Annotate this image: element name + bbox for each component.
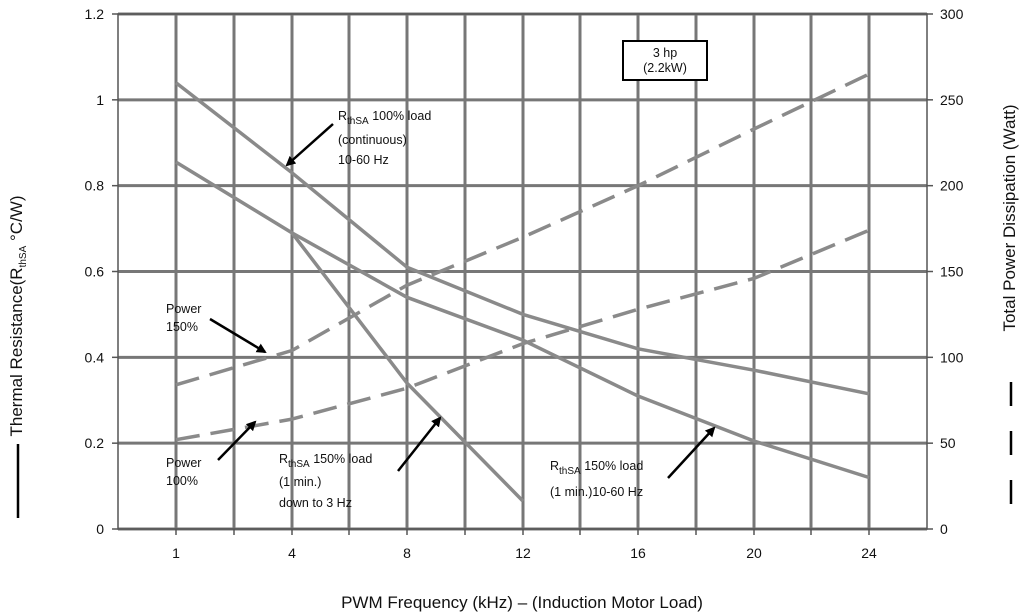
annotation-2-line-2: 150% <box>166 320 198 334</box>
annotation-rthsa-150-10hz: RthSA 150% load (1 min.)10-60 Hz <box>550 426 716 499</box>
y-right-tick-label-4: 200 <box>940 178 964 194</box>
annotation-5-arrow <box>667 426 716 479</box>
y-right-axis-title: Total Power Dissipation (Watt) <box>1000 104 1019 331</box>
power-rating-line-1: 3 hp <box>653 46 677 60</box>
annotation-5-line-1: (1 min.)10-60 Hz <box>550 485 643 499</box>
annotation-rthsa-100-continuous: RthSA 100% load (continuous) 10-60 Hz <box>285 109 431 167</box>
power-rating-line-2: (2.2kW) <box>643 61 687 75</box>
y-left-tick-label-2: 0.4 <box>85 349 105 365</box>
y-left-tick-label-3: 0.6 <box>85 264 105 280</box>
x-axis-title: PWM Frequency (kHz) – (Induction Motor L… <box>341 593 703 612</box>
y-right-tick-label-3: 150 <box>940 264 964 280</box>
annotation-2-arrow <box>209 317 267 354</box>
series-4-power-line <box>175 228 870 442</box>
annotation-3-line-1: Power <box>166 456 201 470</box>
annotation-1-line-2: 10-60 Hz <box>338 153 389 167</box>
y-left-tick-label-6: 1.2 <box>85 6 105 22</box>
x-tick-label-1: 4 <box>288 545 296 561</box>
annotation-2-line-1: Power <box>166 302 201 316</box>
x-tick-label-3: 12 <box>515 545 531 561</box>
annotation-4-line-1: (1 min.) <box>279 475 321 489</box>
y-left-axis-title: Thermal Resistance(RthSA °C/W) <box>7 195 29 436</box>
y-right-tick-label-0: 0 <box>940 521 948 537</box>
y-left-tick-label-1: 0.2 <box>85 435 105 451</box>
annotation-4-arrow <box>397 416 442 472</box>
annotation-power-100: Power 100% <box>166 420 257 488</box>
series-3-power-line <box>175 72 870 387</box>
series-0-thermal-resistance-line <box>174 81 870 396</box>
gridlines <box>118 12 927 531</box>
series-2-thermal-resistance-line <box>290 231 525 503</box>
annotation-power-150: Power 150% <box>166 302 267 354</box>
y-left-tick-label-4: 0.8 <box>85 178 105 194</box>
x-tick-label-4: 16 <box>630 545 646 561</box>
y-right-tick-label-1: 50 <box>940 435 956 451</box>
annotation-rthsa-150-3hz: RthSA 150% load (1 min.) down to 3 Hz <box>279 416 442 510</box>
x-tick-label-0: 1 <box>172 545 180 561</box>
annotation-1-arrow <box>285 123 334 167</box>
x-tick-label-2: 8 <box>403 545 411 561</box>
annotation-1-line-1: (continuous) <box>338 133 407 147</box>
y-left-tick-label-0: 0 <box>96 521 104 537</box>
series-lines <box>174 72 870 503</box>
power-rating-box-frame <box>622 40 708 81</box>
annotation-5-title: RthSA 150% load <box>550 459 643 477</box>
annotation-3-line-2: 100% <box>166 474 198 488</box>
power-rating-box: 3 hp (2.2kW) <box>622 40 708 81</box>
y-left-tick-label-5: 1 <box>96 92 104 108</box>
x-tick-label-5: 20 <box>746 545 762 561</box>
y-right-tick-label-2: 100 <box>940 349 964 365</box>
annotation-4-title: RthSA 150% load <box>279 452 372 470</box>
x-tick-label-6: 24 <box>861 545 877 561</box>
annotation-3-arrow <box>217 420 257 461</box>
y-right-tick-label-5: 250 <box>940 92 964 108</box>
tick-labels: 1 4 8 12 16 20 24 0 0.2 0.4 0.6 0.8 1 1.2 0 50 100 150 200… <box>85 6 964 561</box>
annotation-4-line-2: down to 3 Hz <box>279 496 352 510</box>
annotation-1-title: RthSA 100% load <box>338 109 431 127</box>
y-right-tick-label-6: 300 <box>940 6 964 22</box>
